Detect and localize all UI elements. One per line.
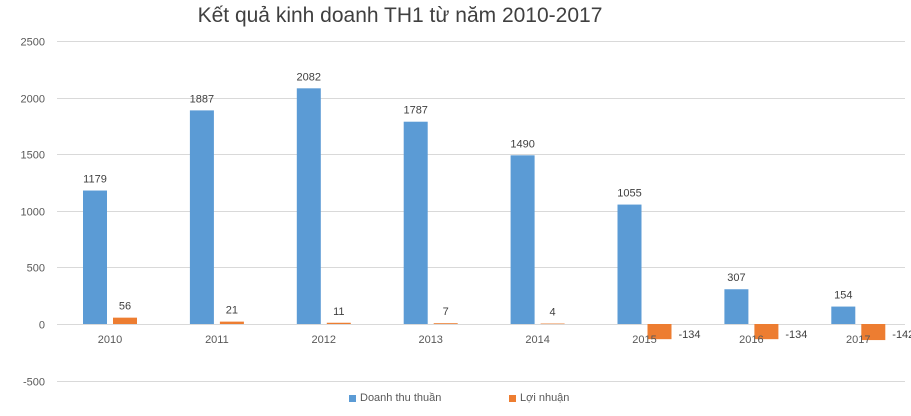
y-tick-label: 2000 — [21, 94, 45, 106]
data-label: 1490 — [510, 138, 534, 150]
legend-label-profit: Lợi nhuận — [520, 392, 570, 404]
y-axis-labels: -500 0 500 1000 1500 2000 2500 — [21, 37, 45, 389]
legend-item-profit: Lợi nhuận — [509, 392, 569, 404]
data-label: 1887 — [190, 93, 214, 105]
x-tick-label: 2013 — [418, 334, 442, 346]
gridlines — [57, 41, 905, 382]
y-tick-label: 1000 — [21, 207, 45, 219]
legend-swatch-revenue — [349, 394, 356, 402]
x-tick-label: 2010 — [98, 334, 122, 346]
x-tick-label: 2011 — [205, 334, 229, 346]
bar-revenue — [510, 155, 535, 324]
legend-item-revenue: Doanh thu thuần — [349, 392, 441, 404]
bar-profit — [861, 324, 886, 341]
bar-profit — [326, 322, 351, 324]
bar-revenue — [189, 110, 214, 324]
y-tick-label: 0 — [39, 320, 45, 332]
x-tick-label: 2017 — [846, 334, 870, 346]
bar-revenue — [403, 121, 428, 324]
data-label: 1179 — [83, 174, 107, 186]
bar-revenue — [83, 190, 107, 324]
x-tick-label: 2015 — [632, 334, 656, 346]
data-labels: 1179 56 1887 21 2082 11 1787 7 1490 4 1055 -134 307 -… — [83, 71, 911, 341]
y-tick-label: 2500 — [21, 37, 45, 49]
bar-profit — [219, 321, 244, 324]
x-tick-label: 2014 — [525, 334, 549, 346]
data-label: 4 — [550, 307, 556, 319]
bar-profit — [754, 324, 779, 340]
data-label: 7 — [443, 306, 449, 318]
data-label: 307 — [727, 272, 745, 284]
data-label: 2082 — [297, 71, 321, 83]
chart-title: Kết quả kinh doanh TH1 từ năm 2010-2017 — [197, 4, 603, 27]
bar-profit — [540, 323, 565, 325]
legend-label-revenue: Doanh thu thuần — [360, 392, 442, 404]
y-tick-label: 500 — [27, 263, 45, 275]
data-label: 1787 — [403, 105, 427, 117]
bar-profit — [433, 323, 458, 324]
data-label: -134 — [678, 329, 700, 341]
bar-profit — [647, 324, 672, 340]
data-label: 21 — [226, 305, 238, 317]
data-label: 154 — [834, 290, 852, 302]
x-axis-labels: 2010 2011 2012 2013 2014 2015 2016 2017 — [98, 334, 871, 346]
bar-profit — [113, 317, 137, 324]
data-label: -142 — [892, 329, 911, 341]
data-label: 1055 — [617, 188, 641, 200]
bar-revenue — [831, 306, 856, 324]
bar-revenue — [724, 289, 749, 324]
bar-revenue — [296, 88, 321, 324]
x-tick-label: 2016 — [739, 334, 763, 346]
y-tick-label: -500 — [23, 377, 45, 389]
bars — [83, 88, 886, 341]
legend: Doanh thu thuần Lợi nhuận — [0, 392, 911, 408]
legend-swatch-profit — [509, 394, 516, 402]
x-tick-label: 2012 — [312, 334, 336, 346]
data-label: 11 — [333, 306, 344, 318]
y-tick-label: 1500 — [21, 150, 45, 162]
bar-revenue — [617, 204, 642, 324]
data-label: 56 — [119, 301, 131, 313]
data-label: -134 — [785, 329, 807, 341]
